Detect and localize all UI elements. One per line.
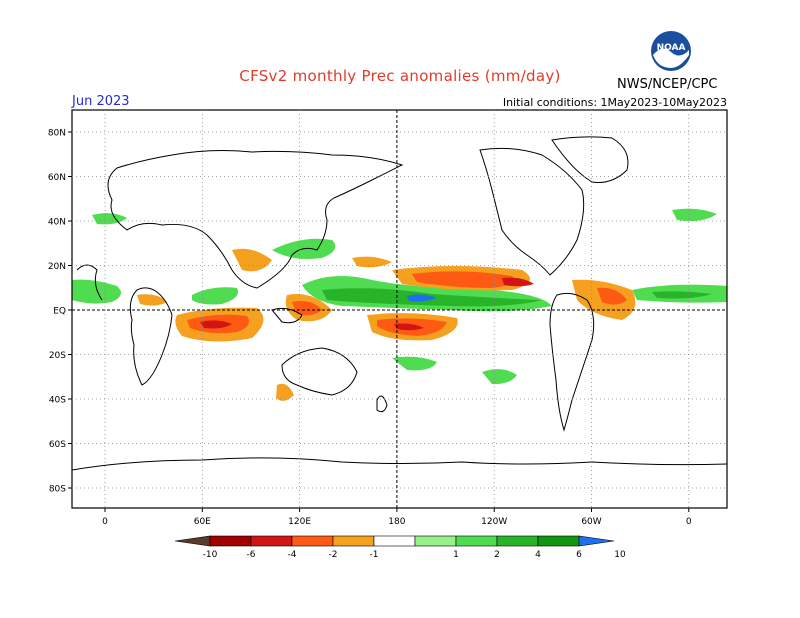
colorbar-label: -4 [288,550,297,560]
colorbar: -10 -6 -4 -2 -1 1 2 4 6 10 [174,535,626,560]
colorbar-swatch [373,535,416,547]
colorbar-label: 2 [494,550,500,560]
logo-text: NOAA [657,43,686,53]
latitude-labels: 80N 60N 40N 20N EQ 20S 40S 60S 80S [48,129,66,495]
lat-tick-label: 40N [48,218,66,228]
colorbar-label: -10 [203,550,218,560]
lat-tick-label: 60S [49,440,66,450]
lon-tick-label: 60W [581,517,601,527]
coastlines [72,136,727,471]
graticule [68,110,727,512]
lat-tick-label: EQ [53,307,66,317]
lon-tick-label: 60E [194,517,211,527]
colorbar-label: -6 [247,550,256,560]
lat-tick-label: 40S [49,396,66,406]
colorbar-swatch [332,535,375,547]
lon-tick-label: 120E [288,517,311,527]
colorbar-swatch [496,535,539,547]
lat-tick-label: 20N [48,262,66,272]
colorbar-labels: -10 -6 -4 -2 -1 1 2 4 6 10 [203,550,626,560]
lat-tick-label: 20S [49,351,66,361]
colorbar-label: -1 [370,550,379,560]
wet-anomaly-extreme [407,294,437,302]
colorbar-label: 10 [614,550,626,560]
lat-tick-label: 80S [49,485,66,495]
colorbar-swatch [250,535,293,547]
lat-tick-label: 60N [48,173,66,183]
lon-tick-label: 180 [388,517,405,527]
anomaly-fields [72,208,727,401]
longitude-labels: 0 60E 120E 180 120W 60W 0 [102,517,692,527]
colorbar-arrow-left [174,535,211,547]
colorbar-label: -2 [329,550,338,560]
map-frame [71,109,728,509]
agency-label: NWS/NCEP/CPC [617,77,718,92]
colorbar-swatch [209,535,252,547]
lon-tick-label: 0 [102,517,108,527]
initial-conditions: Initial conditions: 1May2023-10May2023 [502,96,727,109]
colorbar-arrow-right [578,535,615,547]
noaa-logo-icon: NOAA [650,30,692,76]
colorbar-swatch [455,535,498,547]
colorbar-label: 4 [535,550,541,560]
colorbar-swatch [414,535,457,547]
lon-tick-label: 0 [686,517,692,527]
lon-tick-label: 120W [481,517,507,527]
colorbar-swatch [291,535,334,547]
colorbar-label: 6 [576,550,582,560]
forecast-month: Jun 2023 [72,94,130,109]
colorbar-swatch [537,535,580,547]
anomaly-map: 80N 60N 40N 20N EQ 20S 40S 60S 80S 0 60E 120E 180 12… [48,109,728,527]
map-title: CFSv2 monthly Prec anomalies (mm/day) [239,67,561,85]
colorbar-label: 1 [453,550,459,560]
dry-anomaly-strong [200,277,534,331]
lat-tick-label: 80N [48,129,66,139]
colorbar-swatches [174,535,615,547]
